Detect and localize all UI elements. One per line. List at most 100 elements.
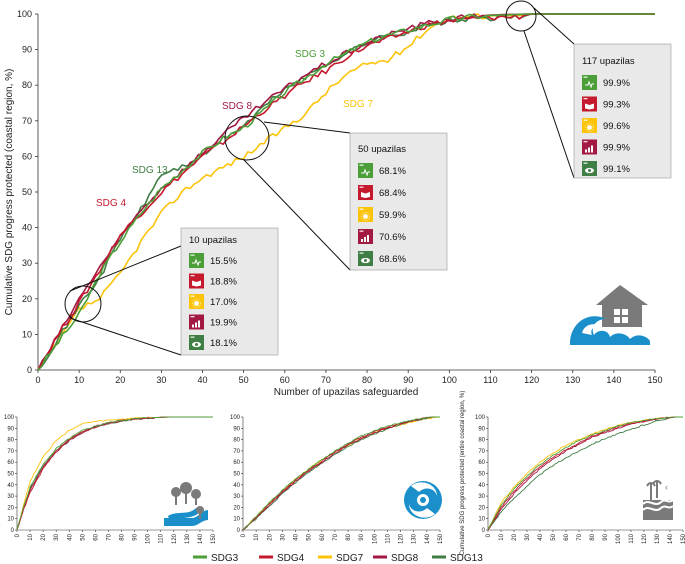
- small-x-tick-label: 60: [564, 533, 570, 540]
- small-x-tick-label: 90: [133, 533, 139, 540]
- small-x-tick-label: 50: [307, 533, 313, 540]
- small-x-tick-label: 110: [629, 533, 635, 543]
- main-line-sdg7: [37, 13, 655, 370]
- callout-value-sdg4: 18.8%: [210, 277, 237, 288]
- main-line-sdg4: [37, 13, 655, 371]
- small-x-tick-label: 50: [551, 533, 557, 540]
- callout-value-sdg3: 68.1%: [379, 166, 406, 177]
- small-x-tick-label: 130: [655, 533, 661, 544]
- callout-box-50-upazilas: 50 upazilas 68.1% 68.4% 59.9% 70.6% 68.6%: [349, 132, 448, 271]
- small-y-tick-label: 70: [233, 449, 240, 455]
- sdg8-tile-icon: [582, 139, 597, 155]
- small-y-tick-label: 100: [475, 415, 486, 421]
- small-line-sdg13: [487, 416, 683, 530]
- small-x-tick-label: 100: [372, 533, 378, 544]
- legend-label-sdg8: SDG8: [391, 553, 419, 564]
- x-tick-label: 90: [403, 375, 413, 385]
- callout-value-sdg7: 99.6%: [603, 121, 630, 132]
- small-x-tick-label: 100: [616, 533, 622, 544]
- small-chart-3: 0 10 20 30 40 50 60 70 80 90 100 110 120 130 140 150 0 10…: [475, 415, 685, 544]
- small-y-tick-label: 10: [7, 517, 14, 523]
- main-x-label: Number of upazilas safeguarded: [274, 387, 419, 398]
- x-tick-label: 60: [280, 375, 290, 385]
- callout-box-10-upazilas: 10 upazilas 15.5% 18.8% 17.0% 19.9% 18.1%: [180, 227, 279, 356]
- small-x-tick-label: 20: [512, 533, 518, 540]
- x-tick-label: 20: [115, 375, 125, 385]
- small-x-tick-label: 10: [28, 533, 34, 540]
- series-label-sdg7: SDG 7: [343, 99, 373, 110]
- callout-box-117-upazilas: 117 upazilas 99.9% 99.3% 99.6% 99.9% 99.1%: [573, 43, 672, 179]
- small-chart-1: 0 10 20 30 40 50 60 70 80 90 100 110 120 130 140 150 0 10…: [4, 415, 217, 544]
- small-y-tick-label: 80: [478, 438, 485, 444]
- callout-value-sdg8: 99.9%: [603, 143, 630, 154]
- small-y-tick-label: 20: [233, 505, 240, 511]
- small-x-tick-label: 60: [93, 533, 99, 540]
- sdg3-tile-icon: [189, 253, 204, 268]
- sdg13-tile-icon: [582, 161, 597, 176]
- x-tick-label: 100: [442, 375, 457, 385]
- small-x-tick-label: 130: [185, 533, 191, 544]
- small-y-tick-label: 20: [478, 505, 485, 511]
- sdg7-tile-icon: [582, 118, 597, 133]
- small-y-tick-label: 50: [233, 472, 240, 478]
- sdg8-tile-icon: [189, 314, 204, 330]
- x-tick-label: 150: [647, 375, 662, 385]
- small-x-tick-label: 50: [80, 533, 86, 540]
- small-x-tick-label: 80: [120, 533, 126, 540]
- legend-label-sdg4: SDG4: [277, 553, 305, 564]
- small-line-sdg3: [487, 416, 683, 530]
- small-y-tick-label: 10: [478, 517, 485, 523]
- small-x-tick-label: 0: [241, 533, 247, 537]
- small-y-tick-label: 60: [478, 460, 485, 466]
- x-tick-label: 30: [156, 375, 166, 385]
- main-chart: 0 10 20 30 40 50 60 70 80 90 100 110 120 130 140 150 0 1…: [4, 0, 672, 398]
- small-y-tick-label: 10: [233, 517, 240, 523]
- small-x-tick-label: 30: [54, 533, 60, 540]
- small-y-tick-label: 50: [7, 472, 14, 478]
- small-y-tick-label: 90: [233, 426, 240, 432]
- small-x-tick-label: 60: [320, 533, 326, 540]
- sdg4-tile-icon: [189, 273, 204, 289]
- x-tick-label: 140: [606, 375, 621, 385]
- small-x-tick-label: 40: [67, 533, 73, 540]
- sdg13-tile-icon: [189, 335, 204, 350]
- main-series-lines: [37, 13, 655, 371]
- sdg8-tile-icon: [358, 229, 373, 244]
- small-x-tick-label: 40: [538, 533, 544, 540]
- small-y-tick-label: 30: [233, 494, 240, 500]
- sdg4-tile-icon: [582, 96, 597, 112]
- callout-value-sdg7: 17.0%: [210, 297, 237, 308]
- callout-title: 10 upazilas: [189, 235, 237, 246]
- x-tick-label: 10: [74, 375, 84, 385]
- cyclone-icon: [404, 481, 442, 519]
- x-tick-label: 110: [483, 375, 497, 385]
- small-x-tick-label: 30: [280, 533, 286, 540]
- main-line-sdg13: [37, 13, 655, 371]
- small-x-tick-label: 70: [106, 533, 112, 540]
- small-x-tick-label: 140: [668, 533, 674, 544]
- x-tick-label: 130: [565, 375, 580, 385]
- y-tick-label: 90: [22, 45, 32, 55]
- small-y-tick-label: 0: [237, 528, 241, 534]
- sdg4-tile-icon: [358, 185, 373, 200]
- small-chart-2: 0 10 20 30 40 50 60 70 80 90 100 110 120 130 140 150 0 10…: [230, 415, 444, 544]
- small-line-sdg4: [242, 416, 440, 531]
- legend: SDG3 SDG4 SDG7 SDG8 SDG13: [193, 553, 483, 564]
- small-y-tick-label: 40: [233, 483, 240, 489]
- small-x-tick-label: 0: [15, 533, 21, 537]
- callout-value-sdg8: 70.6%: [379, 232, 406, 243]
- small-x-tick-label: 10: [254, 533, 260, 540]
- callout-connector-50: [224, 115, 351, 271]
- small-x-tick-label: 90: [359, 533, 365, 540]
- callout-title: 50 upazilas: [358, 144, 406, 155]
- callout-value-sdg4: 99.3%: [603, 100, 630, 111]
- y-tick-label: 20: [22, 294, 32, 304]
- small-y-tick-label: 100: [4, 415, 15, 421]
- x-tick-label: 80: [362, 375, 372, 385]
- small-y-tick-label: 40: [7, 483, 14, 489]
- small-x-tick-label: 20: [41, 533, 47, 540]
- small-y-tick-label: 70: [478, 449, 485, 455]
- small-x-tick-label: 40: [294, 533, 300, 540]
- y-tick-label: 100: [17, 9, 32, 19]
- small-x-tick-label: 140: [425, 533, 431, 544]
